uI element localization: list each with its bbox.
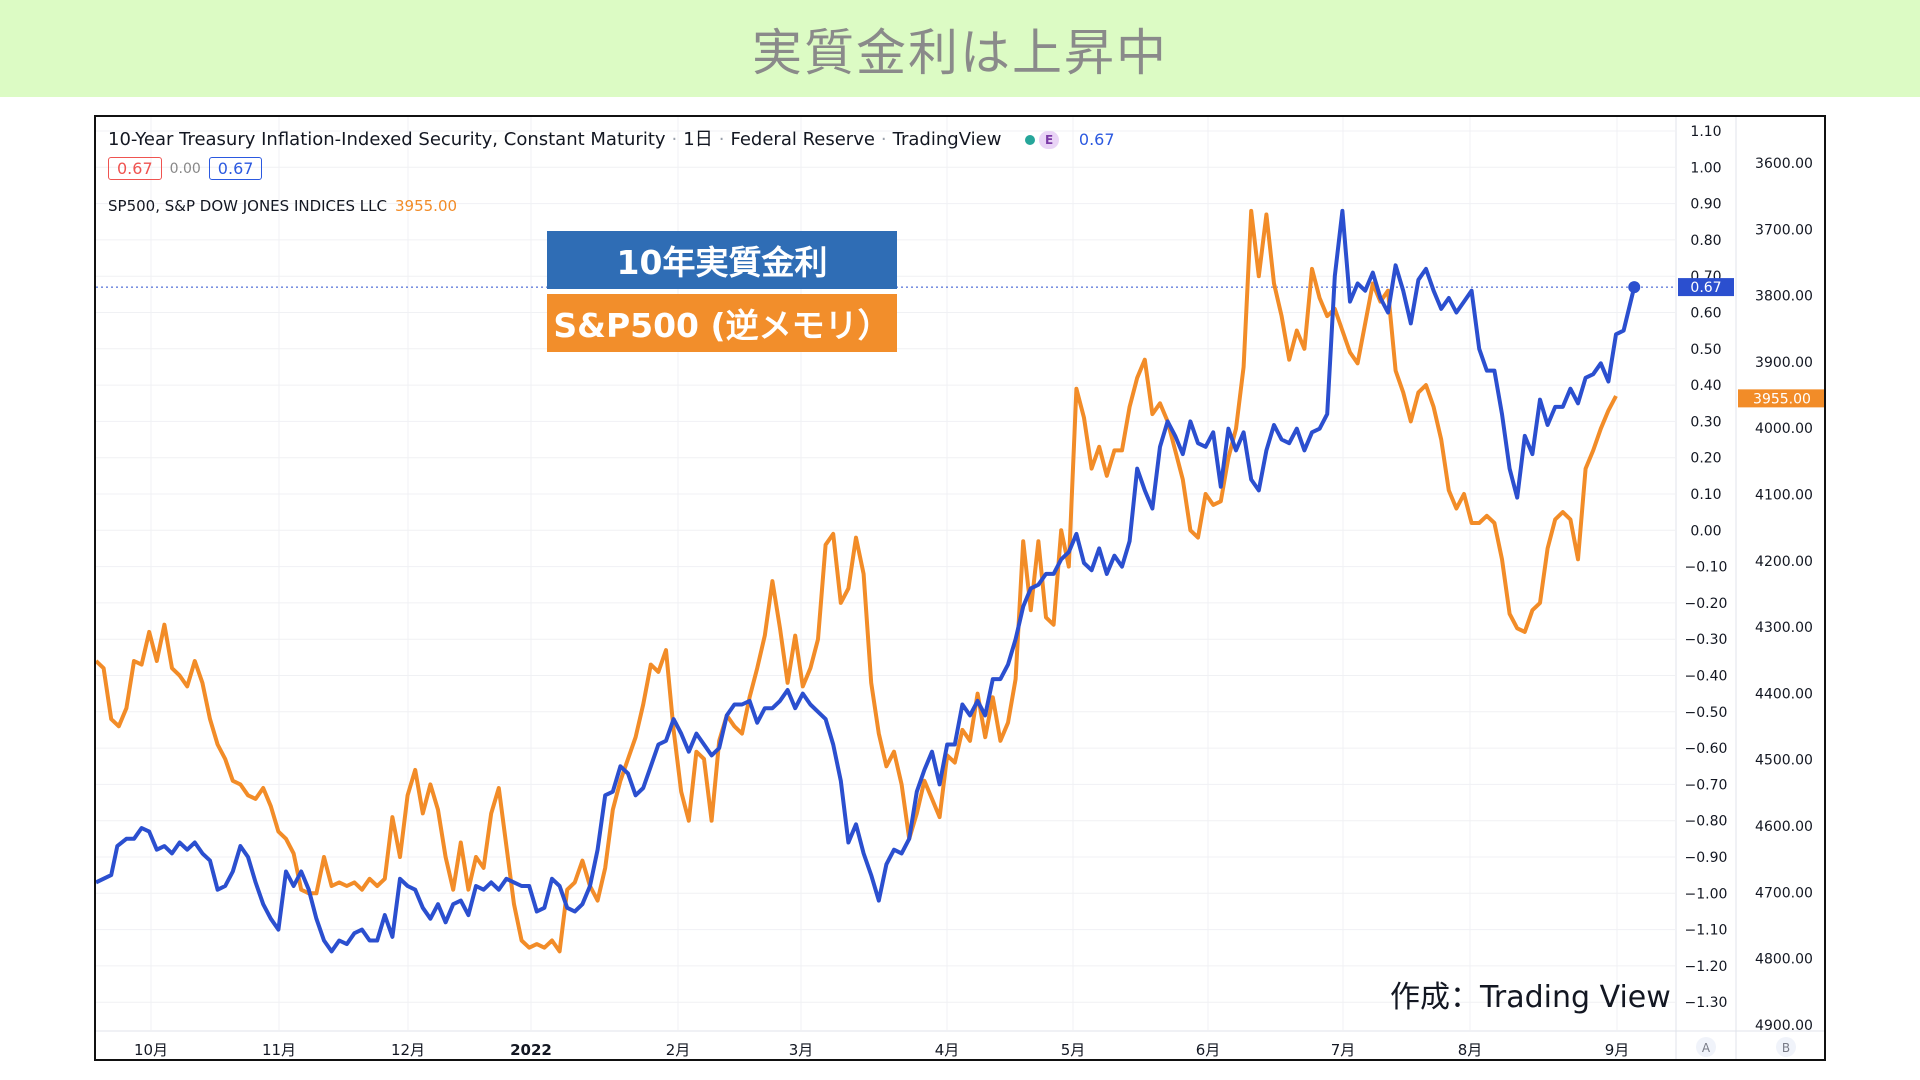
right-tick-label: 3800.00 bbox=[1755, 289, 1813, 305]
left-tick-label: −0.60 bbox=[1685, 741, 1728, 757]
right-tick-label: 4400.00 bbox=[1755, 686, 1813, 702]
left-tick-label: −0.40 bbox=[1685, 669, 1728, 685]
change-value: 0.00 bbox=[169, 160, 201, 177]
x-tick-label: 6月 bbox=[1196, 1041, 1221, 1059]
x-axis: 10月 11月 12月 2022 2月 3月 4月 5月 6月 7月 8月 9月 A B bbox=[134, 1037, 1796, 1059]
right-tick-label: 3700.00 bbox=[1755, 222, 1813, 238]
interval[interactable]: 1日 bbox=[683, 129, 713, 150]
second-series-header: SP500, S&P DOW JONES INDICES LLC 3955.00 bbox=[108, 197, 457, 215]
left-tick-label: −0.70 bbox=[1685, 777, 1728, 793]
real-rate-end-dot bbox=[1628, 281, 1641, 294]
axis-button-label: B bbox=[1782, 1041, 1790, 1055]
right-tick-label: 4200.00 bbox=[1755, 554, 1813, 570]
right-tick-label: 4900.00 bbox=[1755, 1018, 1813, 1034]
x-tick-label: 5月 bbox=[1061, 1041, 1086, 1059]
right-tick-label: 4500.00 bbox=[1755, 753, 1813, 769]
left-tick-label: −0.90 bbox=[1685, 850, 1728, 866]
x-tick-label: 12月 bbox=[391, 1041, 425, 1059]
left-tick-label: −0.10 bbox=[1685, 560, 1728, 576]
left-tick-label: 1.10 bbox=[1690, 124, 1721, 140]
right-tick-label: 3600.00 bbox=[1755, 156, 1813, 172]
x-tick-label: 8月 bbox=[1458, 1041, 1483, 1059]
left-tick-label: −0.30 bbox=[1685, 632, 1728, 648]
left-tick-label: 0.90 bbox=[1690, 197, 1721, 213]
left-tick-label: 0.00 bbox=[1690, 523, 1721, 539]
left-tick-label: −0.80 bbox=[1685, 814, 1728, 830]
status-dot-icon bbox=[1025, 135, 1036, 145]
chart-panel: 10月 11月 12月 2022 2月 3月 4月 5月 6月 7月 8月 9月 A B 1.10 1.00… bbox=[94, 115, 1826, 1061]
credit-text: 作成：Trading View bbox=[1390, 980, 1671, 1015]
left-tick-label: −0.50 bbox=[1685, 705, 1728, 721]
series-header: 10-Year Treasury Inflation-Indexed Secur… bbox=[108, 129, 1115, 150]
left-tick-label: −0.20 bbox=[1685, 596, 1728, 612]
chart-svg[interactable]: 10月 11月 12月 2022 2月 3月 4月 5月 6月 7月 8月 9月 A B 1.10 1.00… bbox=[96, 117, 1826, 1061]
blue-price-label: 0.67 bbox=[1690, 280, 1721, 296]
right-axis: 3600.00 3700.00 3800.00 3900.00 4000.00 4100.… bbox=[1755, 156, 1813, 1034]
ohlc-row: 0.67 0.00 0.67 bbox=[108, 157, 263, 180]
price-labels: 0.67 3955.00 bbox=[1678, 278, 1824, 408]
current-value: 0.67 bbox=[1078, 130, 1115, 149]
left-tick-label: −1.10 bbox=[1685, 923, 1728, 939]
right-tick-label: 4800.00 bbox=[1755, 952, 1813, 968]
x-tick-label: 11月 bbox=[262, 1041, 296, 1059]
legend-sp500: S&P500 (逆メモリ） bbox=[547, 294, 897, 352]
title-banner: 実質金利は上昇中 bbox=[0, 0, 1920, 97]
left-tick-label: −1.20 bbox=[1685, 959, 1728, 975]
blue-price-tag bbox=[1678, 278, 1734, 297]
event-badge[interactable]: E bbox=[1039, 131, 1060, 149]
right-tick-label: 4100.00 bbox=[1755, 488, 1813, 504]
sp500-line bbox=[96, 208, 1618, 954]
symbol-name[interactable]: 10-Year Treasury Inflation-Indexed Secur… bbox=[108, 129, 666, 150]
left-tick-label: 0.60 bbox=[1690, 306, 1721, 322]
close-value: 0.67 bbox=[208, 157, 263, 180]
page-title: 実質金利は上昇中 bbox=[752, 23, 1168, 82]
right-tick-label: 3900.00 bbox=[1755, 355, 1813, 371]
left-tick-label: −1.30 bbox=[1685, 995, 1728, 1011]
axis-button-a bbox=[1696, 1037, 1716, 1057]
right-tick-label: 4300.00 bbox=[1755, 620, 1813, 636]
x-tick-label: 4月 bbox=[935, 1041, 960, 1059]
real-rate-line bbox=[96, 208, 1637, 954]
left-tick-label: 0.40 bbox=[1690, 378, 1721, 394]
x-tick-label: 2022 bbox=[510, 1041, 552, 1059]
left-tick-label: 0.50 bbox=[1690, 342, 1721, 358]
x-tick-label: 10月 bbox=[134, 1041, 168, 1059]
right-tick-label: 4600.00 bbox=[1755, 819, 1813, 835]
second-series-value: 3955.00 bbox=[395, 197, 458, 215]
x-tick-label: 3月 bbox=[789, 1041, 814, 1059]
left-tick-label: 0.30 bbox=[1690, 414, 1721, 430]
orange-price-tag bbox=[1738, 389, 1824, 408]
left-tick-label: 0.10 bbox=[1690, 487, 1721, 503]
x-tick-label: 7月 bbox=[1331, 1041, 1356, 1059]
x-tick-label: 2月 bbox=[666, 1041, 691, 1059]
grid bbox=[96, 117, 1824, 1059]
second-series-name[interactable]: SP500, S&P DOW JONES INDICES LLC bbox=[108, 197, 387, 215]
left-tick-label: 0.80 bbox=[1690, 233, 1721, 249]
right-tick-label: 4700.00 bbox=[1755, 885, 1813, 901]
axis-button-label: A bbox=[1702, 1041, 1711, 1055]
source: Federal Reserve bbox=[730, 129, 875, 150]
left-tick-label: 0.20 bbox=[1690, 451, 1721, 467]
legend-real-rate: 10年実質金利 bbox=[547, 231, 897, 289]
right-tick-label: 4000.00 bbox=[1755, 421, 1813, 437]
left-axis: 1.101.000.900.800.700.600.500.400.300.20… bbox=[1685, 124, 1728, 1011]
platform: TradingView bbox=[892, 129, 1002, 150]
left-tick-label: −1.00 bbox=[1685, 886, 1728, 902]
axis-button-b bbox=[1776, 1037, 1796, 1057]
orange-price-label: 3955.00 bbox=[1753, 391, 1811, 407]
open-value: 0.67 bbox=[108, 157, 162, 180]
left-tick-label: 1.00 bbox=[1690, 160, 1721, 176]
x-tick-label: 9月 bbox=[1605, 1041, 1630, 1059]
